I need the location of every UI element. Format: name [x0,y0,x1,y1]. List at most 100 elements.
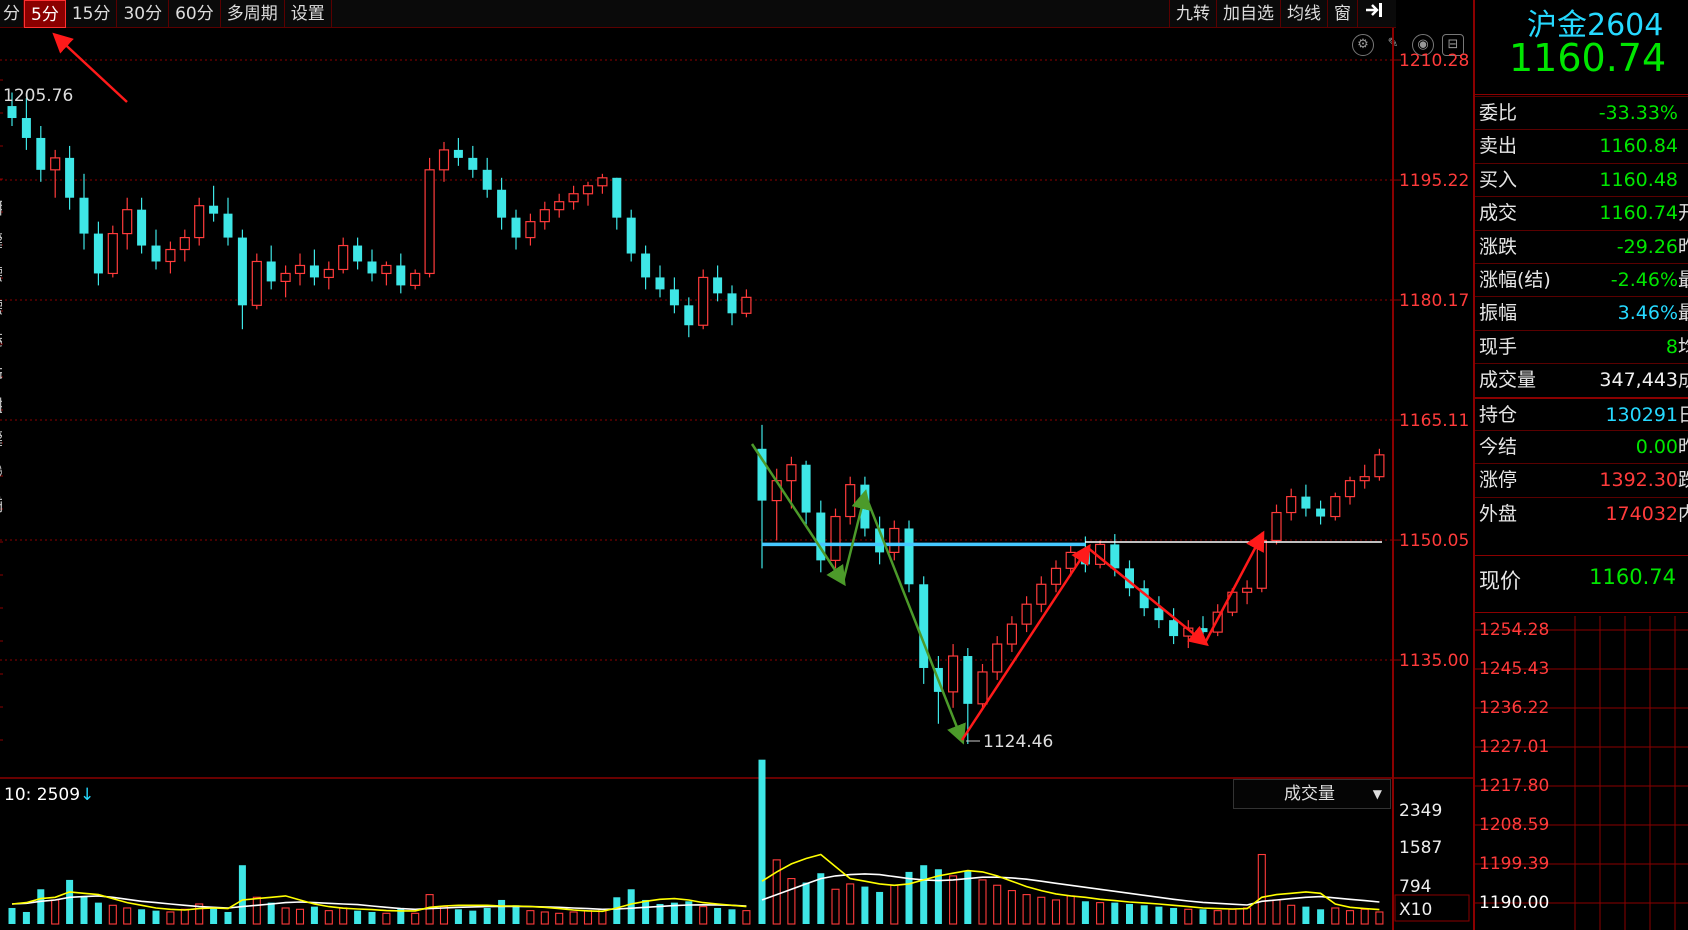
volume-bar-up [108,904,117,925]
volume-bar-down [1302,906,1310,924]
volume-bar-down [1081,901,1089,924]
quote-row: 振幅 3.46% 最 [1475,296,1688,329]
volume-ma5-line [11,853,1380,913]
candle-body-down [816,512,826,561]
volume-bar-up [1375,911,1384,925]
quote-key: 今结 [1479,436,1518,458]
quote-value: 130291 [1605,403,1678,426]
candle-body-down [727,293,737,314]
low-price-label: 1124.46 [983,732,1053,752]
trend-arrow [1203,530,1265,644]
candle-body-down [757,448,767,501]
multi-period-button[interactable]: 多周期 [221,0,285,28]
candle-body-up [525,221,536,239]
volume-bar-down [22,911,30,924]
candle-body-up [251,260,262,306]
quote-value: 347,443 [1599,369,1678,392]
nine-turn-button[interactable]: 九转 [1169,0,1217,28]
quote-key: 现手 [1479,335,1518,358]
candle-body-up [845,484,856,518]
period-tab-partial[interactable]: 分 [0,0,24,28]
volume-bar-down [238,865,246,924]
candle-body-down [655,277,665,290]
candle-body-up [1256,539,1267,589]
volume-bar-down [934,869,942,924]
period-tab-15min[interactable]: 15分 [66,0,118,28]
quote-value: -29.26 [1616,235,1678,258]
candlestick-chart[interactable]: 1210.28 1195.22 1180.17 1165.11 1150.05 1135.… [0,28,1473,930]
candle-body-up [947,655,959,693]
trend-arrow [863,493,966,745]
candle-body-down [309,265,319,278]
trend-arrow [750,443,846,587]
volume-bar-down [1111,902,1119,924]
volume-bar-down [483,907,491,924]
depth-axis-label: 1245.43 [1479,659,1550,679]
last-price: 1160.74 [1509,36,1667,80]
candle-body-down [151,245,161,262]
left-edge-char: 生 [0,392,2,417]
collapse-panel-icon[interactable] [1358,0,1390,28]
pointer-arrow [52,32,128,103]
window-button[interactable]: 窗 [1328,0,1358,28]
volume-bar-down [1126,903,1133,924]
add-watchlist-button[interactable]: 加自选 [1217,0,1281,28]
volume-bar-up [555,912,564,925]
candle-body-down [511,217,521,238]
quote-row: 买入 1160.48 [1475,162,1688,196]
candle-body-up [1241,587,1253,593]
volume-bar-up [1257,853,1266,925]
price-grid [0,28,1473,930]
volume-bar-up [1228,908,1237,925]
candle-body-down [209,205,219,214]
left-edge-char: 播 [0,227,2,252]
volume-bar-down [802,882,810,924]
candle-body-down [1301,496,1311,509]
volume-bar-down [627,889,635,924]
candle-body-down [21,118,31,138]
high-price-label: 1205.76 [3,86,73,106]
candle-body-down [904,528,914,585]
volume-bar-up [526,910,535,925]
candle-body-up [597,177,608,187]
period-tab-5min[interactable]: 5分 [24,0,66,28]
volume-bar-down [267,902,275,924]
quote-row: 现手 8 均 [1475,329,1688,363]
volume-bar-up [411,912,420,925]
volume-bar-down [80,895,88,924]
volume-bar-up [1051,899,1061,925]
quote-key: 持仓 [1479,403,1518,426]
candles: 1205.76 1124.46 [3,86,1385,752]
volume-bar-up [339,907,348,925]
candle-body-up [280,272,291,283]
quote-value: 1160.74 [1599,202,1678,225]
quote-value: -33.33% [1598,102,1678,124]
period-tab-30min[interactable]: 30分 [117,0,170,28]
divider [1475,612,1688,613]
price-tick-label: 1135.00 [1399,651,1469,671]
candle-body-down [1139,588,1149,609]
volume-bar-down [964,870,972,924]
price-tick-label: 1210.28 [1399,51,1469,71]
candle-body-up [381,264,392,275]
left-edge-char: 德 [0,293,2,318]
quote-value: 8 [1665,335,1678,358]
candle-body-up [438,149,450,171]
volume-bar-down [152,910,160,924]
volume-bar-up [324,910,333,925]
quote-row: 外盘 174032 内 [1475,496,1688,530]
candle-body-up [165,248,176,263]
quote-tail: 跌 [1678,469,1688,492]
gear-icon[interactable]: ⚙ [1352,34,1374,56]
moving-average-button[interactable]: 均线 [1281,0,1328,28]
volume-indicator-select[interactable]: 成交量 ▼ [1233,779,1391,809]
settings-button[interactable]: 设置 [285,0,332,28]
left-edge-char: 东 [0,491,2,516]
left-edge-char: 装 [0,326,2,351]
candle-body-down [266,261,276,282]
period-tab-60min[interactable]: 60分 [169,0,221,28]
quote-row: 成交量 347,443 成 [1475,363,1688,396]
candle-body-down [36,137,46,170]
basket-icon[interactable]: ⊟ [1442,34,1464,56]
eye-icon[interactable]: ◉ [1412,34,1434,56]
